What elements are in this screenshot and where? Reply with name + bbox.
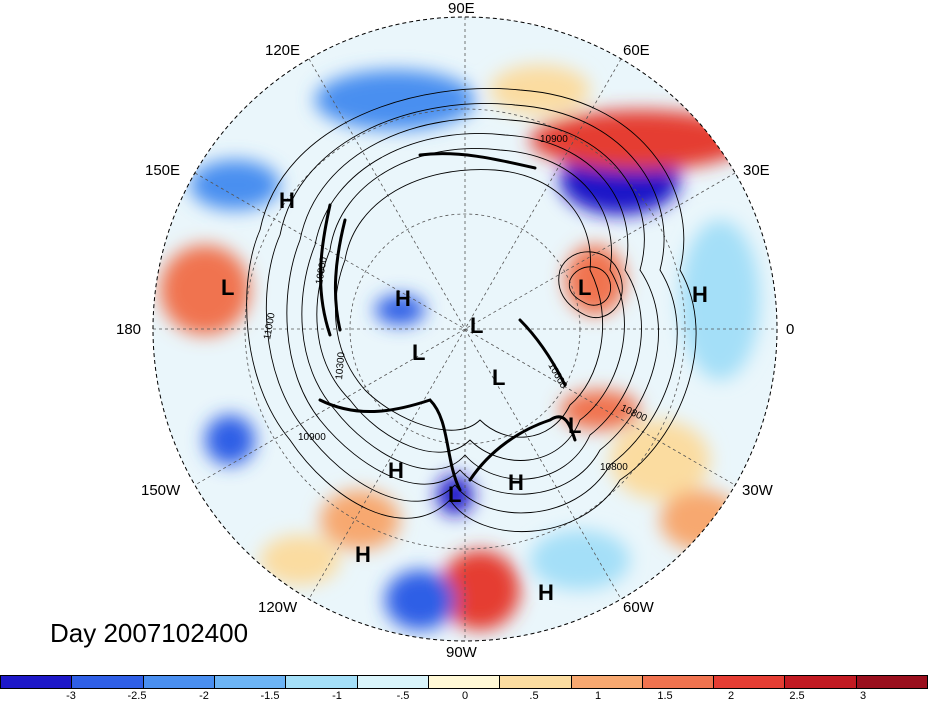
contour-label: 10300: [334, 351, 347, 380]
low-pressure-label: L: [578, 275, 591, 300]
lon-label-120e: 120E: [265, 42, 300, 59]
contour-label: 10900: [298, 432, 326, 443]
high-pressure-label: H: [355, 542, 371, 567]
lon-label-90w: 90W: [446, 644, 478, 660]
colorbar-tick: -.5: [396, 690, 410, 702]
lon-label-0: 0: [786, 321, 794, 338]
colorbar-tick: 2: [727, 690, 735, 702]
low-pressure-label: L: [492, 365, 505, 390]
graticule: [153, 17, 777, 641]
colorbar-segment: [214, 676, 287, 688]
low-pressure-label: L: [221, 275, 234, 300]
colorbar-tick: -2: [199, 690, 209, 702]
lon-label-60e: 60E: [623, 42, 650, 59]
high-pressure-label: H: [395, 286, 411, 311]
colorbar: [0, 675, 928, 689]
colorbar-tick: -3: [66, 690, 76, 702]
colorbar-tick: .5: [529, 690, 539, 702]
lon-label-30w: 30W: [742, 482, 774, 499]
colorbar-tick: 1.5: [657, 690, 673, 702]
pressure-centers: H H L H L L L L L H H H H H L: [221, 188, 708, 605]
colorbar-tick: 1: [594, 690, 602, 702]
polar-map: 10900 10800 11000 10300 10900 10800 1080…: [116, 0, 794, 660]
colorbar-segment: [785, 676, 857, 688]
colorbar-segment: [1, 676, 73, 688]
lon-label-150e: 150E: [145, 162, 180, 179]
colorbar-tick: 0: [461, 690, 469, 702]
map-boundary: [152, 16, 778, 642]
low-pressure-label: L: [448, 482, 461, 507]
high-pressure-label: H: [388, 458, 404, 483]
lon-label-30e: 30E: [743, 162, 770, 179]
colorbar-segment: [856, 676, 928, 688]
contour-label: 11000: [262, 312, 278, 341]
low-pressure-label: L: [412, 340, 425, 365]
colorbar-tick: 3: [859, 690, 867, 702]
lon-label-150w: 150W: [141, 482, 181, 499]
colorbar-segment: [500, 676, 572, 688]
colorbar-segment: [72, 676, 144, 688]
colorbar-segment: [286, 676, 358, 688]
colorbar-tick: 2.5: [789, 690, 805, 702]
colorbar-segment: [571, 676, 643, 688]
high-pressure-label: H: [538, 580, 554, 605]
high-pressure-label: H: [508, 470, 524, 495]
jet-contours: [318, 152, 577, 492]
colorbar-tick-labels: -3 -2.5 -2 -1.5 -1 -.5 0 .5 1 1.5 2 2.5 …: [0, 690, 928, 702]
lon-label-60w: 60W: [623, 599, 655, 616]
colorbar-segment: [642, 676, 715, 688]
colorbar-tick: -2.5: [127, 690, 147, 702]
colorbar-segment: [357, 676, 429, 688]
colorbar-tick: -1.5: [260, 690, 280, 702]
low-pressure-label: L: [470, 313, 483, 338]
contour-label: 10800: [314, 256, 330, 286]
longitude-labels: 90E 60E 30E 0 30W 60W 90W 120W 150W 180 …: [116, 0, 794, 660]
colorbar-tick: -1: [332, 690, 342, 702]
contour-label: 10900: [540, 134, 568, 145]
lon-label-90e: 90E: [448, 0, 475, 17]
lon-label-180: 180: [116, 321, 141, 338]
date-label: Day 2007102400: [50, 618, 249, 648]
contour-label: 10800: [600, 462, 628, 473]
lon-label-120w: 120W: [258, 599, 298, 616]
colorbar-segment: [143, 676, 215, 688]
colorbar-segment: [428, 676, 501, 688]
low-pressure-label: L: [568, 413, 581, 438]
colorbar-segment: [714, 676, 786, 688]
height-contours: [246, 88, 697, 532]
high-pressure-label: H: [279, 188, 295, 213]
high-pressure-label: H: [692, 282, 708, 307]
